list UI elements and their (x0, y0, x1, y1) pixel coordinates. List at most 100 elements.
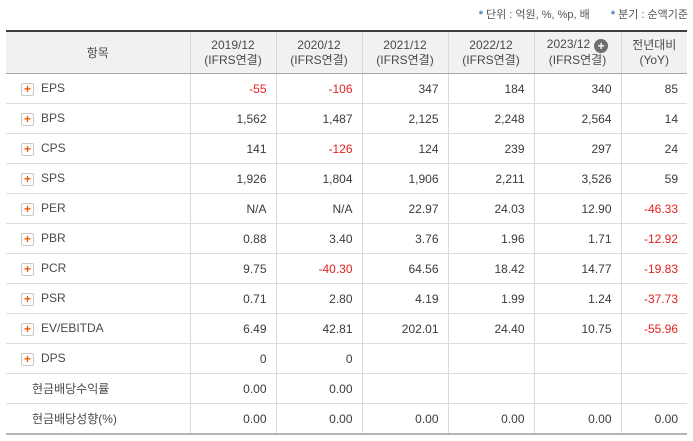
value-cell: 0.00 (620, 403, 687, 435)
value-cell: 297 (533, 133, 621, 164)
row-label-cell: + PER (6, 193, 190, 224)
value-cell: 3.76 (361, 223, 448, 254)
value-cell: 9.75 (189, 253, 276, 284)
unit-note: * 단위 : 억원, %, %p, 배 (479, 9, 590, 21)
row-label: EV/EBITDA (41, 321, 104, 335)
row-label: PBR (41, 231, 66, 245)
add-column-plus-icon[interactable]: + (594, 39, 609, 53)
value-cell: 0.00 (275, 403, 362, 435)
value-cell: 59 (620, 163, 687, 194)
column-header-period-text: 전년대비 (632, 37, 677, 52)
expand-row-plus-icon[interactable]: + (21, 143, 34, 156)
row-label-cell: 현금배당수익률 (6, 373, 190, 404)
expand-row-plus-icon[interactable]: + (21, 353, 34, 366)
expand-row-plus-icon[interactable]: + (21, 233, 34, 246)
column-header-period: 2023/12 + (IFRS연결) (533, 30, 621, 74)
value-cell: 0.00 (189, 373, 276, 404)
value-cell: 0 (189, 343, 276, 374)
value-cell: 184 (447, 73, 534, 104)
row-label: SPS (41, 171, 66, 185)
row-label-cell: + PBR (6, 223, 190, 254)
value-cell: 0.00 (447, 403, 534, 435)
value-cell: 6.49 (189, 313, 276, 344)
value-cell: -46.33 (620, 193, 687, 224)
value-cell: -12.92 (620, 223, 687, 254)
column-header-period: 2019/12 (IFRS연결) (189, 30, 276, 74)
column-header-standard-text: (IFRS연결) (204, 52, 262, 67)
value-cell: 24 (620, 133, 687, 164)
asterisk-icon: * (478, 9, 483, 21)
column-header-item: 항목 (6, 30, 190, 74)
column-header-standard-text: (IFRS연결) (376, 52, 434, 67)
expand-row-plus-icon[interactable]: + (21, 323, 34, 336)
value-cell: 0.00 (189, 403, 276, 435)
value-cell: 2,125 (361, 103, 448, 134)
per-share-ratio-table: 항목 2019/12 (IFRS연결) 2020/12 (IFRS연결) 2021/12… (6, 30, 687, 435)
value-cell: 12.90 (533, 193, 621, 224)
column-header-standard-text: (IFRS연결) (462, 52, 520, 67)
row-label-cell: + SPS (6, 163, 190, 194)
row-label-cell: + CPS (6, 133, 190, 164)
value-cell: 10.75 (533, 313, 621, 344)
value-cell: 202.01 (361, 313, 448, 344)
value-cell: 1.24 (533, 283, 621, 314)
value-cell: N/A (189, 193, 276, 224)
expand-row-plus-icon[interactable]: + (21, 293, 34, 306)
value-cell: 2.80 (275, 283, 362, 314)
expand-row-plus-icon[interactable]: + (21, 203, 34, 216)
value-cell: -19.83 (620, 253, 687, 284)
expand-row-plus-icon[interactable]: + (21, 263, 34, 276)
value-cell: 340 (533, 73, 621, 104)
table-row: + PBR 0.88 3.40 3.76 1.96 1.71 -12.92 (6, 223, 687, 254)
table-row: 현금배당수익률 0.00 0.00 (6, 373, 687, 404)
value-cell (620, 373, 687, 404)
basis-note: * 분기 : 순액기준 (611, 9, 688, 21)
value-cell: -126 (275, 133, 362, 164)
table-notes: * 단위 : 억원, %, %p, 배 * 분기 : 순액기준 (461, 6, 688, 22)
value-cell (620, 343, 687, 374)
value-cell: 85 (620, 73, 687, 104)
table-header-row: 항목 2019/12 (IFRS연결) 2020/12 (IFRS연결) 2021/12… (6, 30, 687, 74)
value-cell: 64.56 (361, 253, 448, 284)
expand-row-plus-icon[interactable]: + (21, 113, 34, 126)
table-row: + EPS -55 -106 347 184 340 85 (6, 73, 687, 104)
value-cell (447, 373, 534, 404)
row-label: BPS (41, 111, 66, 125)
value-cell: 14 (620, 103, 687, 134)
value-cell: 124 (361, 133, 448, 164)
column-header-period: 2020/12 (IFRS연결) (275, 30, 362, 74)
table-row: 현금배당성향(%) 0.00 0.00 0.00 0.00 0.00 0.00 (6, 403, 687, 435)
table-row: + PER N/A N/A 22.97 24.03 12.90 -46.33 (6, 193, 687, 224)
row-label: 현금배당성향(%) (32, 412, 117, 426)
value-cell: 0.88 (189, 223, 276, 254)
row-label-cell: + EV/EBITDA (6, 313, 190, 344)
value-cell (361, 373, 448, 404)
table-row: + PSR 0.71 2.80 4.19 1.99 1.24 -37.73 (6, 283, 687, 314)
value-cell: -55.96 (620, 313, 687, 344)
value-cell: 3,526 (533, 163, 621, 194)
column-header-period: 2021/12 (IFRS연결) (361, 30, 448, 74)
asterisk-icon: * (610, 9, 616, 21)
value-cell: 24.03 (447, 193, 534, 224)
value-cell: 239 (447, 133, 534, 164)
value-cell: 1,562 (189, 103, 276, 134)
row-label: CPS (41, 141, 66, 155)
value-cell: 1.71 (533, 223, 621, 254)
value-cell: 0 (275, 343, 362, 374)
column-header-period: 2022/12 (IFRS연결) (447, 30, 534, 74)
expand-row-plus-icon[interactable]: + (21, 83, 34, 96)
value-cell: 0.00 (275, 373, 362, 404)
value-cell: 1.99 (447, 283, 534, 314)
column-header-period-text: 2023/12 (546, 37, 591, 51)
column-header-standard-text: (IFRS연결) (290, 52, 348, 67)
row-label: DPS (41, 351, 66, 365)
expand-row-plus-icon[interactable]: + (21, 173, 34, 186)
value-cell (361, 343, 448, 374)
value-cell (447, 343, 534, 374)
value-cell: 141 (189, 133, 276, 164)
value-cell: 2,564 (533, 103, 621, 134)
value-cell: 14.77 (533, 253, 621, 284)
column-header-period-text: 2020/12 (297, 37, 341, 52)
row-label: EPS (41, 81, 66, 95)
value-cell (533, 373, 621, 404)
